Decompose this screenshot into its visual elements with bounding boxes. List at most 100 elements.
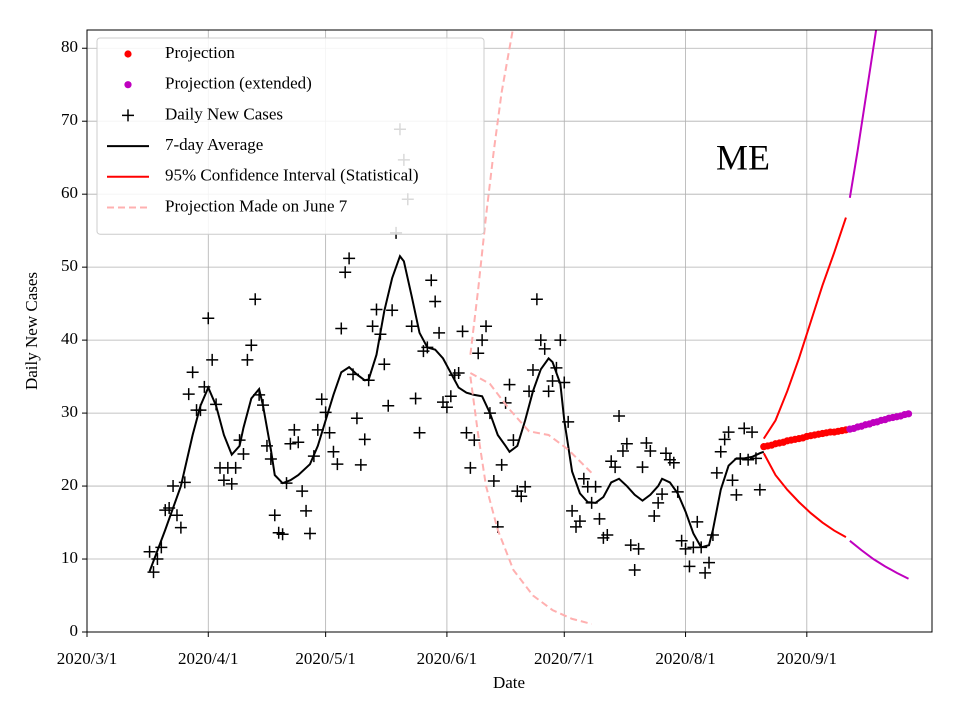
case-point [288,423,301,436]
y-tick-label: 40 [61,329,78,348]
line [762,452,847,539]
legend-box [96,37,485,235]
case-point [659,447,672,460]
case-point [350,412,363,425]
legend: Projection Projection (extended) Daily New… [96,37,485,235]
legend-label: 95% Confidence Interval (Statistical) [165,166,419,185]
case-point [730,488,743,501]
case-point [534,334,547,347]
y-tick-label: 80 [61,37,78,56]
line [762,217,847,440]
case-point [656,488,669,501]
case-point [738,422,751,435]
case-point [573,515,586,528]
projection-point [904,410,913,418]
case-point [186,366,199,379]
case-point [167,480,180,493]
case-point [225,477,238,490]
case-point [542,385,555,398]
case-point [691,515,704,528]
annotation: ME [716,137,770,177]
case-point [143,545,156,558]
case-point [323,426,336,439]
y-axis-label: Daily New Cases [22,272,41,390]
case-point [343,252,356,265]
case-point [624,539,637,552]
case-point [746,426,759,439]
case-point [632,542,645,555]
case-point [241,353,254,366]
line [148,254,765,572]
case-point [370,303,383,316]
case-point [648,509,661,522]
x-tick-label: 2020/5/1 [295,649,355,668]
case-point [327,445,340,458]
case-point [620,437,633,450]
case-point [609,461,622,474]
case-point [742,453,755,466]
axes: 0 10 20 30 40 50 60 70 80 2020/3/1 2020/4/1 2020/5/… [57,37,837,668]
case-point [382,399,395,412]
legend-swatch [124,50,132,58]
case-point [683,560,696,573]
case-point [554,334,567,347]
case-point [503,378,516,391]
x-tick-label: 2020/8/1 [655,649,715,668]
case-point [315,393,328,406]
case-point [386,304,399,317]
case-point [507,434,520,447]
case-point [249,293,262,306]
case-point [589,480,602,493]
case-point [339,266,352,279]
case-point [460,426,473,439]
line [469,372,593,474]
case-point [699,566,712,579]
case-point [206,353,219,366]
case-point [644,445,657,458]
case-point [710,466,723,479]
case-point [444,390,457,403]
x-axis-label: Date [493,673,525,692]
case-point [409,392,422,405]
case-point [718,433,731,446]
case-point [378,358,391,371]
legend-label: Daily New Cases [165,104,283,123]
case-point [530,293,543,306]
case-point [519,480,532,493]
case-point [245,339,258,352]
case-point [237,447,250,460]
line [849,540,909,580]
y-tick-label: 0 [70,621,79,640]
case-point [616,445,629,458]
case-point [229,461,242,474]
legend-swatch [122,109,134,122]
case-point [675,534,688,547]
case-point [714,445,727,458]
case-point [652,496,665,509]
legend-label: Projection [165,43,235,62]
case-point [425,274,438,287]
case-point [335,322,348,335]
case-point [292,436,305,449]
line [848,30,878,198]
case-point [468,434,481,447]
case-point [366,320,379,333]
case-point [268,509,281,522]
case-point [722,426,735,439]
y-tick-label: 60 [61,183,78,202]
y-tick-label: 10 [61,548,78,567]
case-point [667,456,680,469]
case-point [147,566,160,579]
case-point [726,474,739,487]
legend-swatch [124,81,132,89]
y-tick-label: 50 [61,256,78,275]
case-point [628,563,641,576]
case-point [464,461,477,474]
case-point [276,528,289,541]
case-point [303,527,316,540]
case-point [636,461,649,474]
legend-label: Projection (extended) [165,74,312,93]
case-point [155,541,168,554]
case-point [456,325,469,338]
